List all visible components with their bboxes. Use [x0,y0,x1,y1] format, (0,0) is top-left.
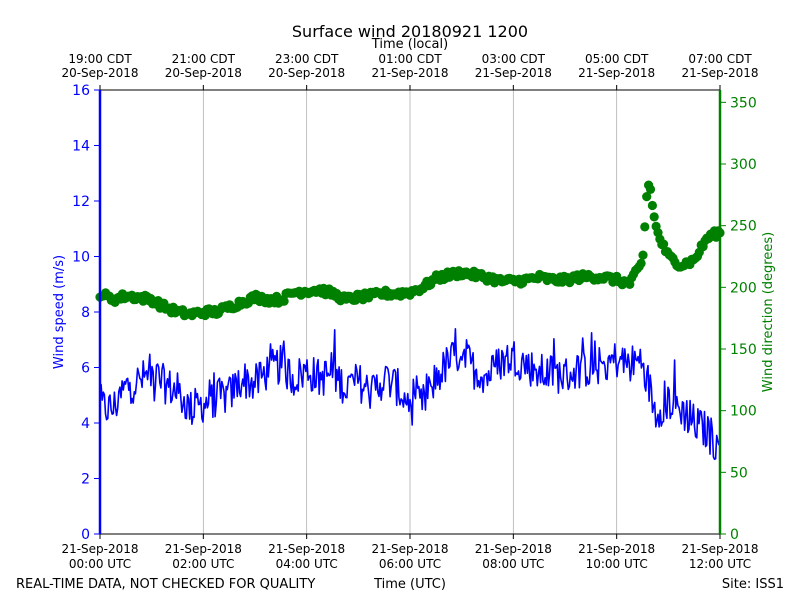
site-label: Site: ISS1 [722,577,784,592]
left-tick-label: 14 [72,139,90,155]
wind-speed-series [99,328,721,461]
wind-direction-point [647,200,658,211]
top-tick-time: 07:00 CDT [688,52,752,66]
bottom-tick-date: 21-Sep-2018 [681,542,758,556]
left-tick-label: 10 [72,250,90,266]
left-tick-label: 0 [81,527,90,543]
wind-direction-point [649,212,659,222]
bottom-tick-time: 12:00 UTC [689,557,751,571]
right-tick-label: 100 [730,404,757,420]
top-tick-time: 01:00 CDT [378,52,442,66]
wind-direction-point [642,192,652,202]
bottom-tick-time: 06:00 UTC [379,557,441,571]
left-tick-label: 8 [81,305,90,321]
right-tick-label: 250 [730,219,757,235]
top-tick-date: 21-Sep-2018 [371,66,448,80]
chart-title: Surface wind 20180921 1200 [292,22,528,41]
top-tick-time: 21:00 CDT [172,52,236,66]
bottom-tick-time: 04:00 UTC [276,557,338,571]
top-tick-date: 21-Sep-2018 [475,66,552,80]
bottom-tick-time: 02:00 UTC [172,557,234,571]
quality-disclaimer: REAL-TIME DATA, NOT CHECKED FOR QUALITY [16,577,315,592]
right-tick-label: 0 [730,527,739,543]
left-tick-label: 2 [81,472,90,488]
wind-direction-point [645,184,656,194]
bottom-tick-date: 21-Sep-2018 [475,542,552,556]
left-tick-label: 12 [72,194,90,210]
top-tick-date: 20-Sep-2018 [165,66,242,80]
bottom-tick-date: 21-Sep-2018 [165,542,242,556]
right-tick-label: 50 [730,465,748,481]
bottom-tick-time: 00:00 UTC [69,557,131,571]
right-tick-label: 300 [730,157,757,173]
right-tick-label: 350 [730,95,757,111]
right-axis-label: Wind direction (degrees) [761,232,776,392]
bottom-tick-date: 21-Sep-2018 [268,542,345,556]
top-tick-date: 20-Sep-2018 [268,66,345,80]
bottom-tick-time: 08:00 UTC [482,557,544,571]
top-tick-time: 05:00 CDT [585,52,649,66]
bottom-tick-date: 21-Sep-2018 [61,542,138,556]
right-tick-label: 200 [730,280,757,296]
wind-direction-point [636,258,646,268]
wind-speed-line [99,328,721,461]
wind-direction-point [640,222,650,232]
top-tick-date: 20-Sep-2018 [61,66,138,80]
bottom-tick-date: 21-Sep-2018 [578,542,655,556]
wind-direction-point [638,250,648,260]
top-axis-label: Time (local) [371,37,448,52]
right-tick-label: 150 [730,342,757,358]
bottom-tick-date: 21-Sep-2018 [371,542,448,556]
bottom-tick-time: 10:00 UTC [586,557,648,571]
wind-direction-series [95,180,725,321]
wind-direction-point [659,239,669,249]
left-axis-label: Wind speed (m/s) [52,255,67,369]
top-tick-date: 21-Sep-2018 [681,66,758,80]
top-tick-time: 23:00 CDT [275,52,339,66]
top-tick-date: 21-Sep-2018 [578,66,655,80]
left-tick-label: 6 [81,361,90,377]
wind-direction-point [279,296,289,306]
left-tick-label: 4 [81,416,90,432]
bottom-axis-label: Time (UTC) [373,577,446,592]
top-tick-time: 03:00 CDT [482,52,546,66]
top-tick-time: 19:00 CDT [68,52,132,66]
left-tick-label: 16 [72,83,90,99]
